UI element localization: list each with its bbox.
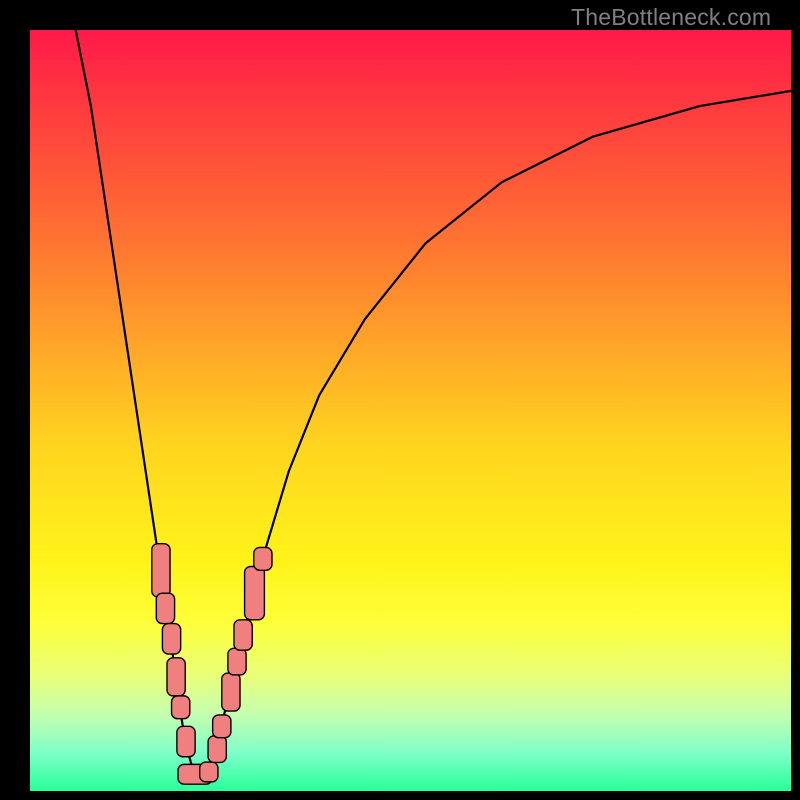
curve-marker xyxy=(254,547,272,570)
curve-marker xyxy=(213,715,231,738)
watermark-text: TheBottleneck.com xyxy=(571,4,771,31)
curve-marker xyxy=(228,648,246,675)
curve-layer xyxy=(30,30,791,791)
curve-marker xyxy=(208,736,226,763)
curve-marker xyxy=(200,762,218,782)
curve-marker xyxy=(162,624,180,654)
curve-marker xyxy=(177,726,195,756)
curve-marker xyxy=(152,544,170,597)
curve-marker xyxy=(167,658,185,696)
curve-marker xyxy=(172,696,190,719)
curve-marker xyxy=(245,567,265,620)
curve-marker xyxy=(156,593,174,623)
curve-marker xyxy=(234,620,252,650)
plot-area xyxy=(30,30,791,791)
curve-marker xyxy=(222,673,240,711)
